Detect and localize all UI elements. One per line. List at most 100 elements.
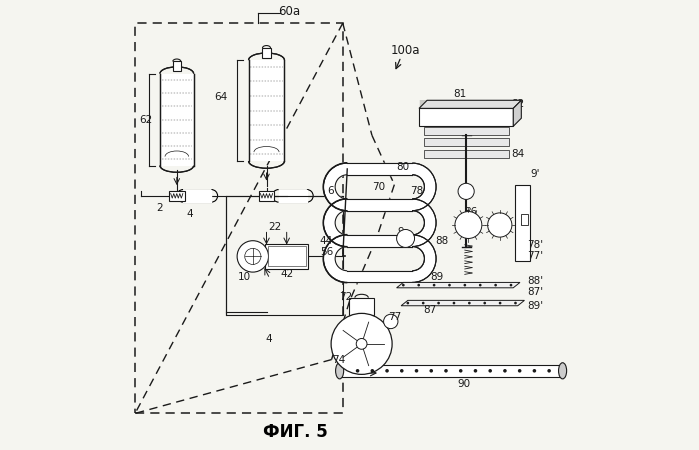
Text: 72: 72 xyxy=(339,292,352,302)
Polygon shape xyxy=(401,300,524,306)
Text: 87': 87' xyxy=(527,287,543,297)
Circle shape xyxy=(479,284,482,287)
Text: 81: 81 xyxy=(453,89,466,99)
Polygon shape xyxy=(324,163,347,211)
Circle shape xyxy=(396,230,415,248)
Bar xyxy=(266,244,308,269)
Bar xyxy=(259,191,275,201)
Polygon shape xyxy=(412,235,436,283)
Text: 44: 44 xyxy=(319,236,333,246)
Text: 78': 78' xyxy=(527,240,543,250)
Circle shape xyxy=(384,314,398,328)
Polygon shape xyxy=(412,199,436,247)
Circle shape xyxy=(468,302,470,304)
Circle shape xyxy=(438,302,440,304)
Circle shape xyxy=(245,248,261,265)
Bar xyxy=(160,74,194,166)
Circle shape xyxy=(484,302,486,304)
Circle shape xyxy=(448,284,451,287)
Circle shape xyxy=(417,284,420,287)
Circle shape xyxy=(494,284,497,287)
Text: 9': 9' xyxy=(530,169,540,179)
Bar xyxy=(424,127,509,135)
Text: 88: 88 xyxy=(435,236,448,246)
Circle shape xyxy=(433,284,435,287)
Circle shape xyxy=(400,369,403,373)
Text: 88': 88' xyxy=(527,276,543,286)
Bar xyxy=(173,62,181,72)
Bar xyxy=(349,298,374,315)
Circle shape xyxy=(474,369,477,373)
Text: 22: 22 xyxy=(268,222,282,232)
Circle shape xyxy=(514,302,517,304)
Bar xyxy=(515,184,530,261)
Text: 100a: 100a xyxy=(391,44,420,57)
Ellipse shape xyxy=(559,363,567,379)
Polygon shape xyxy=(513,100,521,126)
Circle shape xyxy=(463,284,466,287)
Circle shape xyxy=(422,302,424,304)
Bar xyxy=(419,108,513,126)
Circle shape xyxy=(385,369,389,373)
Text: 6: 6 xyxy=(327,186,334,196)
Circle shape xyxy=(402,284,405,287)
Text: 74: 74 xyxy=(331,356,345,365)
Bar xyxy=(169,191,185,201)
Circle shape xyxy=(459,369,463,373)
Text: 90: 90 xyxy=(457,379,470,389)
Text: 4: 4 xyxy=(266,334,272,344)
Circle shape xyxy=(415,369,418,373)
Circle shape xyxy=(489,369,492,373)
Text: ФИГ. 5: ФИГ. 5 xyxy=(264,423,328,441)
Circle shape xyxy=(499,302,501,304)
Text: 60a: 60a xyxy=(278,5,300,18)
Circle shape xyxy=(237,241,268,272)
Text: 89: 89 xyxy=(431,272,444,282)
Polygon shape xyxy=(396,283,520,288)
Circle shape xyxy=(444,369,448,373)
Text: 2: 2 xyxy=(156,203,163,213)
Bar xyxy=(135,23,343,414)
Circle shape xyxy=(503,369,507,373)
Text: 62: 62 xyxy=(140,115,153,125)
Text: 9: 9 xyxy=(398,227,405,237)
Ellipse shape xyxy=(336,363,344,379)
Text: 10: 10 xyxy=(238,272,251,282)
Text: 82: 82 xyxy=(511,99,524,109)
Bar xyxy=(424,150,509,157)
Polygon shape xyxy=(419,100,521,108)
Polygon shape xyxy=(324,199,347,247)
Circle shape xyxy=(533,369,536,373)
Circle shape xyxy=(356,369,359,373)
Text: 80: 80 xyxy=(396,162,409,172)
Text: 87: 87 xyxy=(424,305,437,315)
Bar xyxy=(226,196,343,315)
Text: 42: 42 xyxy=(280,270,294,279)
Text: 56: 56 xyxy=(320,247,333,257)
Text: 77': 77' xyxy=(527,252,543,261)
Bar xyxy=(521,214,528,225)
Circle shape xyxy=(455,212,482,239)
Circle shape xyxy=(356,338,367,349)
Circle shape xyxy=(510,284,512,287)
Text: 77: 77 xyxy=(388,312,401,322)
Circle shape xyxy=(547,369,551,373)
Text: 64: 64 xyxy=(214,92,227,102)
Circle shape xyxy=(518,369,521,373)
Circle shape xyxy=(331,313,392,374)
Text: 78: 78 xyxy=(410,186,424,196)
Text: 84: 84 xyxy=(511,149,524,159)
Bar xyxy=(249,60,284,161)
Polygon shape xyxy=(324,235,347,283)
Circle shape xyxy=(458,183,474,199)
Text: 70: 70 xyxy=(372,182,385,192)
Bar xyxy=(424,139,509,147)
Text: 4: 4 xyxy=(186,209,193,219)
Text: 89': 89' xyxy=(527,301,543,311)
Circle shape xyxy=(370,369,374,373)
Polygon shape xyxy=(412,163,436,211)
Circle shape xyxy=(453,302,455,304)
Text: 86: 86 xyxy=(464,207,477,216)
Bar xyxy=(262,48,271,58)
Bar xyxy=(268,246,305,266)
